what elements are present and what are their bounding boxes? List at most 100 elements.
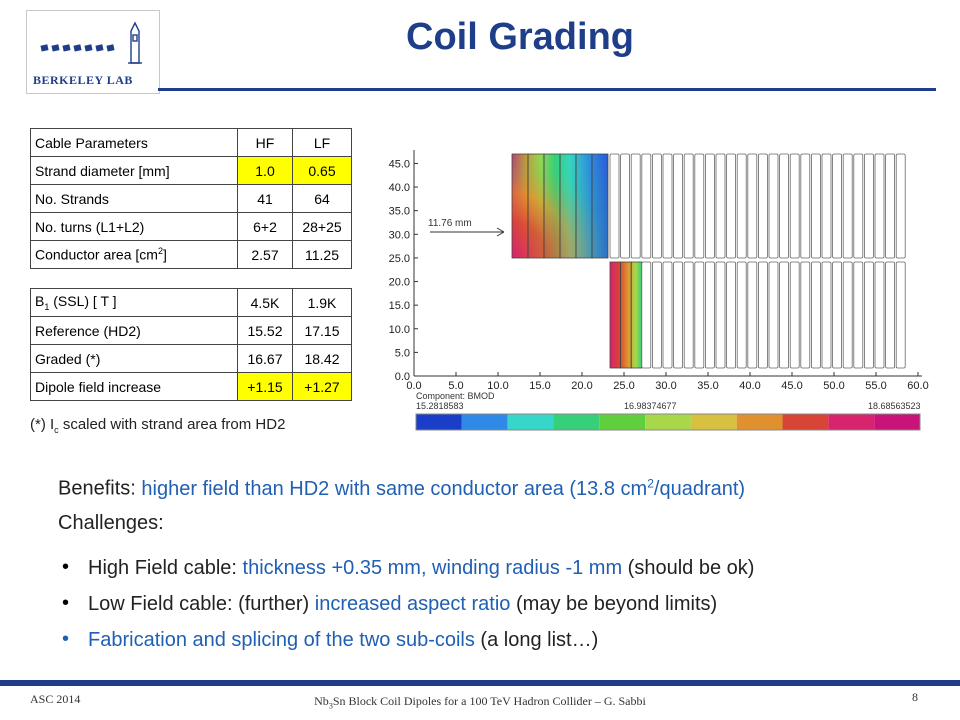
scale-swatch — [599, 414, 646, 430]
y-tick-label: 0.0 — [395, 371, 410, 383]
lf-turn — [768, 261, 779, 369]
bullet-icon: • — [62, 556, 70, 578]
lf-turn — [694, 261, 705, 369]
lf-turn — [651, 261, 662, 369]
lf-turn — [800, 153, 811, 259]
scale-swatch — [507, 414, 554, 430]
lf-turn — [821, 261, 832, 369]
lf-turn — [662, 261, 673, 369]
lf-turn — [715, 261, 726, 369]
lf-turn — [662, 153, 673, 259]
gap-annotation: 11.76 mm — [428, 218, 472, 229]
scale-swatch — [782, 414, 829, 430]
benefits-line: Benefits: higher field than HD2 with sam… — [58, 476, 746, 500]
lf-turn — [757, 153, 768, 259]
x-tick-label: 5.0 — [448, 380, 463, 392]
y-tick-labels: 45.0 40.0 35.0 30.0 25.0 20.0 15.0 10.0 5.0 0.0 — [389, 158, 418, 383]
lf-turn — [885, 261, 896, 369]
lf-value: 11.25 — [292, 240, 352, 269]
lf-turn — [704, 261, 715, 369]
lf-value: 64 — [292, 184, 352, 213]
table-row: Conductor area [cm2] 2.57 11.25 — [30, 240, 352, 269]
lf-value: +1.27 — [292, 372, 352, 401]
lf-turn — [641, 261, 652, 369]
x-tick-label: 45.0 — [781, 380, 802, 392]
lf-turn — [885, 153, 896, 259]
y-tick-label: 5.0 — [395, 347, 410, 359]
scale-swatch — [736, 414, 783, 430]
table-row: No. turns (L1+L2) 6+2 28+25 — [30, 212, 352, 241]
lf-turn — [853, 261, 864, 369]
header-cell: LF — [292, 128, 352, 157]
scale-swatch — [416, 414, 462, 430]
dipole-field-table: B1 (SSL) [ T ] 4.5K 1.9K Reference (HD2)… — [30, 288, 352, 401]
logo-text: BERKELEY LAB — [33, 73, 133, 87]
lf-turn — [779, 153, 790, 259]
header-cell: B1 (SSL) [ T ] — [30, 288, 238, 317]
lf-turn — [863, 153, 874, 259]
x-tick-label: 60.0 — [907, 380, 928, 392]
hf-value: 1.0 — [237, 156, 293, 185]
lf-turn — [683, 261, 694, 369]
lf-turn — [842, 153, 853, 259]
scale-min-label: 15.2818583 — [416, 401, 464, 411]
lf-turn — [789, 153, 800, 259]
lf-turn — [800, 261, 811, 369]
scale-swatch — [461, 414, 508, 430]
table-footnote: (*) Ic scaled with strand area from HD2 — [30, 416, 286, 435]
lf-turn — [673, 153, 684, 259]
lf-turn — [736, 153, 747, 259]
hf-coil-block — [511, 153, 609, 259]
table-header-row: B1 (SSL) [ T ] 4.5K 1.9K — [30, 288, 352, 317]
y-tick-label: 10.0 — [389, 324, 410, 336]
hf-turn — [591, 153, 609, 259]
hf-value: 41 — [237, 184, 293, 213]
lf-turn — [620, 153, 631, 259]
row-label: No. turns (L1+L2) — [30, 212, 238, 241]
scale-swatch — [874, 414, 920, 430]
header-cell: 4.5K — [237, 288, 293, 317]
x-tick-label: 35.0 — [697, 380, 718, 392]
bullet-item: Fabrication and splicing of the two sub-… — [88, 629, 599, 651]
scale-mid-label: 16.98374677 — [624, 401, 677, 411]
lf-turn — [651, 153, 662, 259]
lf-turn — [895, 153, 906, 259]
scale-swatch — [828, 414, 875, 430]
lf-turn — [609, 153, 620, 259]
lf-turn — [736, 261, 747, 369]
lf-value: 18.42 — [292, 344, 352, 373]
row-label: Strand diameter [mm] — [30, 156, 238, 185]
bullet-item: High Field cable: thickness +0.35 mm, wi… — [88, 557, 755, 579]
table-row: Graded (*) 16.67 18.42 — [30, 344, 352, 373]
lf-turn — [832, 261, 843, 369]
lf-turn — [874, 261, 885, 369]
x-tick-label: 10.0 — [487, 380, 508, 392]
footer-talk-title: Nb3Sn Block Coil Dipoles for a 100 TeV H… — [314, 694, 646, 711]
berkeley-lab-logo: BERKELEY LAB — [26, 10, 160, 94]
lf-turn — [874, 153, 885, 259]
table-row: Dipole field increase +1.15 +1.27 — [30, 372, 352, 401]
header-cell: HF — [237, 128, 293, 157]
lf-turn — [768, 153, 779, 259]
lf-turn — [821, 153, 832, 259]
logo-graphic — [40, 21, 142, 64]
x-tick-label: 55.0 — [865, 380, 886, 392]
scale-border — [415, 413, 921, 431]
lf-turn — [747, 153, 758, 259]
bullet-icon: • — [62, 592, 70, 614]
challenges-heading: Challenges: — [58, 512, 164, 534]
cable-parameters-table: Cable Parameters HF LF Strand diameter [… — [30, 128, 352, 269]
row-label: Conductor area [cm2] — [30, 240, 238, 269]
bullet-icon: • — [62, 628, 70, 650]
lf-coil-lower-turns — [641, 261, 906, 369]
lf-turn — [630, 153, 641, 259]
lf-turn — [747, 261, 758, 369]
hf-value: +1.15 — [237, 372, 293, 401]
title-divider — [158, 88, 936, 91]
lf-turn — [704, 153, 715, 259]
y-tick-label: 25.0 — [389, 253, 410, 265]
row-label: No. Strands — [30, 184, 238, 213]
y-tick-label: 45.0 — [389, 158, 410, 170]
row-label: Reference (HD2) — [30, 316, 238, 345]
scale-max-label: 18.68563523 — [868, 401, 921, 411]
